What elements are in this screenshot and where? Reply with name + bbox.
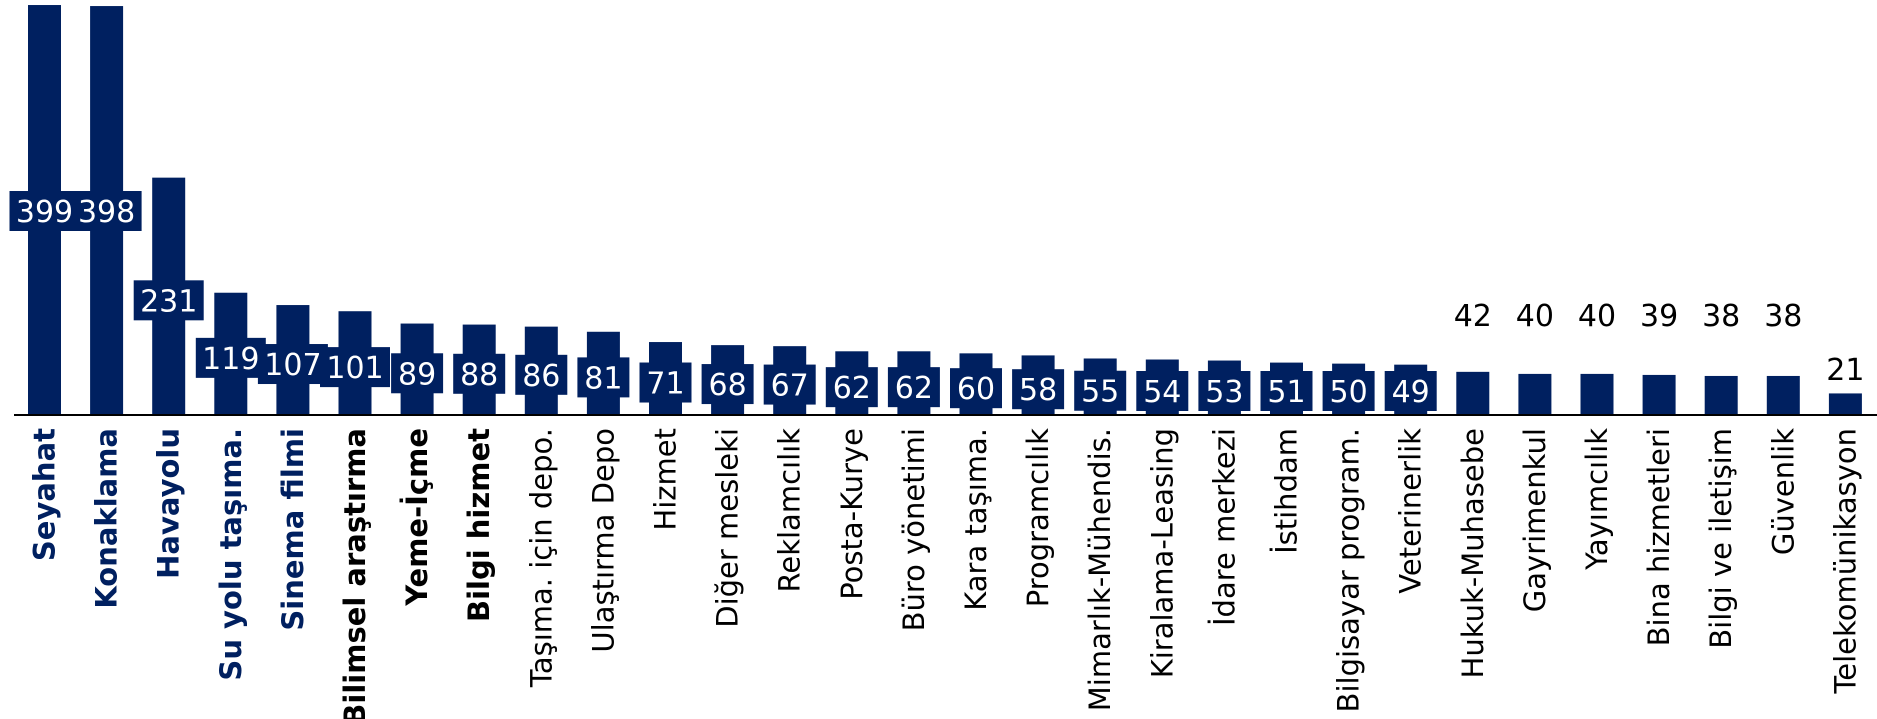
value-label-box <box>1384 371 1437 411</box>
category-label: Veterinerlik <box>1394 428 1428 594</box>
value-label: 399 <box>16 195 73 230</box>
value-label: 81 <box>584 361 622 396</box>
value-label-box <box>195 337 266 378</box>
category-label: Havayolu <box>152 428 186 579</box>
value-label-box <box>453 353 506 394</box>
value-label: 398 <box>78 195 135 230</box>
value-label-box <box>257 344 328 385</box>
bar <box>1642 374 1676 415</box>
category-label: Güvenlik <box>1766 428 1800 555</box>
category-label: Gayrimenkul <box>1518 428 1552 612</box>
value-label-box <box>1322 371 1375 411</box>
value-label: 101 <box>326 351 383 386</box>
value-label: 107 <box>264 348 321 383</box>
value-label: 62 <box>895 371 933 406</box>
category-label: Yeme-İçme <box>400 428 434 607</box>
value-label: 50 <box>1330 375 1368 410</box>
category-label: İstihdam <box>1270 428 1304 554</box>
value-label-box <box>763 364 816 405</box>
bar <box>1828 393 1862 415</box>
category-label: Bilgisayar program. <box>1332 428 1366 712</box>
value-label-box <box>515 354 568 395</box>
category-label: Seyahat <box>28 428 62 561</box>
bar <box>1518 373 1552 415</box>
category-label: Bilgi ve iletişim <box>1704 428 1738 649</box>
category-label: Taşıma. için depo. <box>524 428 558 688</box>
category-label: Bilimsel araştırma <box>338 428 372 719</box>
category-label: Bina hizmetleri <box>1642 428 1676 646</box>
category-label: Sinema filmi <box>276 428 310 631</box>
value-label: 51 <box>1267 375 1305 410</box>
value-label-box <box>71 191 142 231</box>
bar <box>1580 373 1614 415</box>
value-label-box <box>1074 370 1127 411</box>
bar <box>1766 375 1800 415</box>
value-label-box <box>1198 371 1251 411</box>
category-label: Su yolu taşıma. <box>214 428 248 681</box>
value-label: 68 <box>709 368 747 403</box>
value-label: 42 <box>1454 299 1492 334</box>
value-label-box <box>1260 371 1313 411</box>
category-label: Konaklama <box>90 428 124 609</box>
value-label-box <box>639 362 692 403</box>
value-label: 71 <box>646 367 684 402</box>
value-label: 38 <box>1764 299 1802 334</box>
category-label: Ulaştırma Depo <box>586 428 620 653</box>
value-label: 62 <box>833 371 871 406</box>
value-label: 21 <box>1826 353 1864 388</box>
value-label: 89 <box>398 357 436 392</box>
category-label: Bilgi hizmet <box>462 428 496 622</box>
category-label: Posta-Kurye <box>835 428 869 600</box>
category-labels-group: Seyahat Konaklama Havayolu Su yolu taşıma. S… <box>28 428 1863 719</box>
value-label: 54 <box>1143 375 1181 410</box>
value-label: 40 <box>1578 299 1616 334</box>
value-label: 40 <box>1516 299 1554 334</box>
category-label: Hizmet <box>649 428 683 531</box>
value-label: 60 <box>957 372 995 407</box>
value-label-box <box>1012 369 1065 410</box>
value-label: 53 <box>1205 375 1243 410</box>
category-label: Yayımcılık <box>1580 428 1614 571</box>
value-label-box <box>9 191 80 231</box>
value-label-box <box>950 368 1002 409</box>
category-label: Mimarlık-Mühendis. <box>1083 428 1117 711</box>
value-label: 88 <box>460 358 498 393</box>
value-label: 38 <box>1702 299 1740 334</box>
category-label: Büro yönetimi <box>897 428 931 631</box>
value-label: 55 <box>1081 375 1119 410</box>
value-label-box <box>701 364 754 405</box>
value-label: 86 <box>522 359 560 394</box>
value-label-box <box>887 367 940 408</box>
value-label: 58 <box>1019 373 1057 408</box>
value-label-box <box>577 357 630 398</box>
value-label-box <box>825 367 878 408</box>
category-label: Kara taşıma. <box>959 428 993 611</box>
value-label: 39 <box>1640 299 1678 334</box>
category-label: Programcılık <box>1021 428 1055 607</box>
value-label-box <box>133 280 204 321</box>
value-label-box <box>391 353 444 394</box>
value-label: 119 <box>202 342 259 377</box>
category-label: Telekomünikasyon <box>1828 428 1862 695</box>
bar <box>1456 371 1490 415</box>
bar <box>1704 375 1738 415</box>
category-label: Kiralama-Leasing <box>1145 428 1179 678</box>
category-label: Reklamcılık <box>773 428 807 593</box>
value-label-box <box>320 347 390 388</box>
value-label: 49 <box>1392 375 1430 410</box>
category-label: Hukuk-Muhasebe <box>1456 428 1490 678</box>
value-label: 231 <box>140 284 197 319</box>
category-label: Diğer mesleki <box>711 428 745 628</box>
value-label: 67 <box>771 369 809 404</box>
category-label: İdare merkezi <box>1207 428 1241 626</box>
value-label-box <box>1136 371 1189 411</box>
